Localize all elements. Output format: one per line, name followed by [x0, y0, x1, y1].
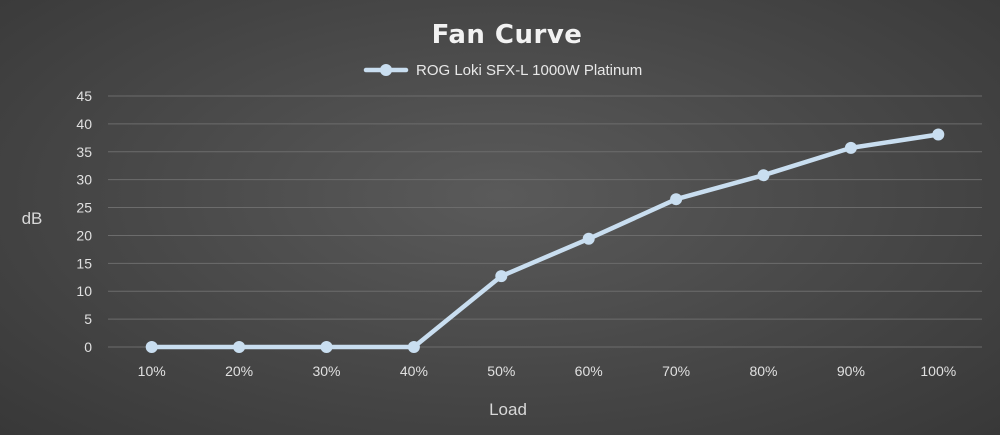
data-point-80pct — [757, 169, 770, 182]
series-line — [149, 132, 941, 350]
y-axis-label: dB — [22, 209, 43, 228]
legend: ROG Loki SFX-L 1000W Platinum — [363, 62, 642, 79]
data-point-30pct — [320, 341, 333, 353]
y-tick-label: 20 — [76, 227, 92, 243]
legend-point-marker — [380, 64, 392, 76]
x-tick-label: 40% — [400, 363, 428, 379]
data-point-60pct — [582, 232, 595, 245]
data-point-100pct — [932, 128, 945, 141]
y-tick-label: 30 — [76, 172, 92, 188]
x-tick-label: 10% — [138, 363, 166, 379]
x-tick-label: 100% — [920, 363, 956, 379]
gridlines — [108, 95, 982, 348]
x-tick-label: 50% — [487, 363, 515, 379]
data-point-50pct — [495, 270, 508, 283]
x-tick-label: 20% — [225, 363, 253, 379]
y-tick-label: 5 — [84, 311, 92, 327]
chart-title: Fan Curve — [432, 20, 583, 50]
y-tick-label: 25 — [76, 200, 92, 216]
data-point-20pct — [233, 341, 246, 353]
x-tick-label: 90% — [837, 363, 865, 379]
y-tick-label: 0 — [84, 339, 92, 355]
data-point-10pct — [145, 341, 158, 353]
y-tick-label: 15 — [76, 255, 92, 271]
y-tick-label: 40 — [76, 116, 92, 132]
y-tick-label: 45 — [76, 88, 92, 104]
y-tick-label: 35 — [76, 144, 92, 160]
x-tick-label: 70% — [662, 363, 690, 379]
data-point-90pct — [844, 141, 857, 154]
x-tick-label: 80% — [749, 363, 777, 379]
x-axis-label: Load — [489, 400, 527, 419]
data-point-40pct — [407, 341, 420, 353]
x-axis-ticks: 10% 20% 30% 40% 50% 60% 70% 80% 90% 100% — [138, 363, 957, 379]
y-axis-ticks: 0 5 10 15 20 25 30 35 40 45 — [76, 88, 92, 355]
x-tick-label: 60% — [575, 363, 603, 379]
legend-label: ROG Loki SFX-L 1000W Platinum — [416, 62, 642, 79]
x-tick-label: 30% — [312, 363, 340, 379]
series-layer — [145, 128, 945, 353]
y-tick-label: 10 — [76, 283, 92, 299]
data-point-70pct — [670, 193, 683, 206]
